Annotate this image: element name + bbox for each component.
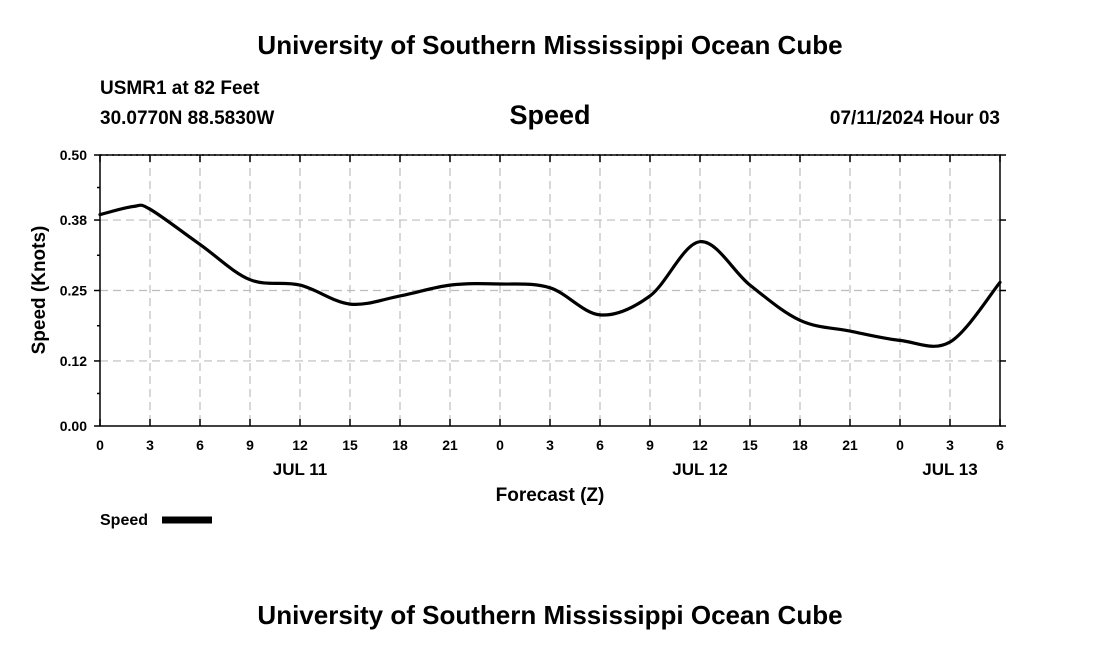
x-tick-label: 18	[792, 437, 808, 453]
legend: Speed	[100, 512, 212, 529]
y-tick-labels: 0.00 0.12 0.25 0.38 0.50	[60, 147, 87, 434]
x-tick-label: 18	[392, 437, 408, 453]
x-axis-label: Forecast (Z)	[496, 485, 605, 506]
y-tick-label: 0.00	[60, 418, 87, 434]
x-tick-label: 15	[342, 437, 358, 453]
x-tick-label: 0	[496, 437, 504, 453]
y-tick-label: 0.38	[60, 212, 87, 228]
chart-title: University of Southern Mississippi Ocean…	[257, 30, 842, 60]
grid-layer	[100, 154, 1000, 426]
x-tick-label: 6	[196, 437, 204, 453]
date-label: JUL 13	[922, 460, 977, 479]
x-tick-label: 21	[842, 437, 858, 453]
x-tick-label: 12	[692, 437, 708, 453]
x-tick-label: 15	[742, 437, 758, 453]
y-tick-label: 0.50	[60, 147, 87, 163]
y-tick-label: 0.25	[60, 283, 87, 299]
y-tick-label: 0.12	[60, 353, 87, 369]
x-tick-label: 21	[442, 437, 458, 453]
x-tick-label: 12	[292, 437, 308, 453]
timestamp-label: 07/11/2024 Hour 03	[830, 108, 1000, 129]
x-tick-label: 9	[246, 437, 254, 453]
date-label: JUL 11	[273, 460, 328, 479]
x-tick-label: 3	[146, 437, 154, 453]
x-tick-label: 6	[996, 437, 1004, 453]
tick-layer	[94, 154, 1006, 427]
x-tick-label: 0	[96, 437, 104, 453]
location-label: 30.0770N 88.5830W	[100, 108, 274, 129]
speed-series-line	[98, 203, 1002, 348]
plot-area	[94, 154, 1006, 427]
x-tick-label: 3	[546, 437, 554, 453]
legend-label: Speed	[100, 512, 148, 529]
y-axis-label: Speed (Knots)	[29, 226, 50, 355]
x-tick-label: 0	[896, 437, 904, 453]
variable-title: Speed	[509, 100, 590, 130]
x-tick-label: 3	[946, 437, 954, 453]
x-tick-label: 6	[596, 437, 604, 453]
date-label: JUL 12	[672, 460, 727, 479]
x-tick-label: 9	[646, 437, 654, 453]
date-labels: JUL 11 JUL 12 JUL 13	[273, 460, 978, 479]
footer-title: University of Southern Mississippi Ocean…	[257, 600, 842, 630]
station-label: USMR1 at 82 Feet	[100, 78, 260, 99]
x-tick-labels: 0 3 6 9 12 15 18 21 0 3 6 9 12 15 18 21 0 3 6	[96, 437, 1004, 453]
